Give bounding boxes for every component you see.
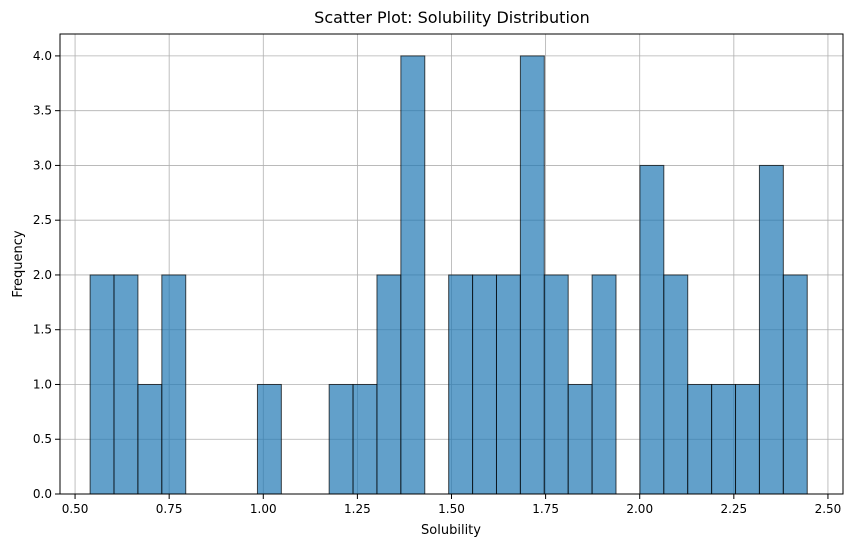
y-tick-label: 4.0 — [33, 49, 52, 63]
x-axis-label: Solubility — [421, 523, 481, 538]
histogram-bar — [448, 274, 474, 495]
histogram-bar — [472, 274, 497, 495]
histogram-bar — [256, 383, 282, 495]
histogram-bar — [639, 164, 665, 495]
y-tick-label: 3.0 — [33, 158, 52, 172]
histogram-bar — [687, 383, 713, 495]
histogram-bar — [711, 383, 737, 495]
y-tick-label: 3.5 — [33, 104, 52, 118]
y-tick-label: 1.5 — [33, 323, 52, 337]
histogram-bar — [758, 164, 784, 495]
histogram-bar — [113, 274, 139, 495]
histogram-bar — [782, 274, 808, 495]
y-axis-label: Frequency — [11, 230, 26, 297]
x-tick-label: 2.50 — [815, 502, 842, 516]
y-tick-label: 2.0 — [33, 268, 52, 282]
x-tick-label: 2.00 — [626, 502, 653, 516]
histogram-bar — [591, 274, 617, 495]
histogram-bar — [567, 383, 593, 495]
x-tick-label: 0.50 — [62, 502, 89, 516]
histogram-bar — [519, 55, 545, 495]
x-tick-label: 0.75 — [156, 502, 183, 516]
y-axis-ticks: 0.0 0.5 1.0 1.5 2.0 2.5 3.0 3.5 4.0 — [33, 49, 60, 501]
x-tick-label: 2.25 — [720, 502, 747, 516]
histogram-bar — [352, 383, 378, 495]
y-tick-label: 0.0 — [33, 487, 52, 501]
y-tick-label: 0.5 — [33, 432, 52, 446]
x-tick-label: 1.75 — [532, 502, 559, 516]
histogram-bar — [328, 383, 354, 495]
histogram-bar — [735, 383, 760, 495]
x-tick-label: 1.00 — [250, 502, 277, 516]
histogram-bar — [543, 274, 569, 495]
histogram-bar — [495, 274, 521, 495]
histogram-bar — [376, 274, 402, 495]
histogram-bar — [161, 274, 187, 495]
histogram-bar — [663, 274, 689, 495]
y-tick-label: 1.0 — [33, 377, 52, 391]
histogram-bar — [89, 274, 115, 495]
x-tick-label: 1.50 — [438, 502, 465, 516]
histogram-bar — [137, 383, 163, 495]
chart-title: Scatter Plot: Solubility Distribution — [314, 8, 590, 27]
y-tick-label: 2.5 — [33, 213, 52, 227]
x-axis-ticks: 0.50 0.75 1.00 1.25 1.50 1.75 2.00 2.25 2.50 — [62, 494, 842, 516]
x-tick-label: 1.25 — [344, 502, 371, 516]
bars-group — [89, 55, 808, 495]
histogram-bar — [400, 55, 426, 495]
